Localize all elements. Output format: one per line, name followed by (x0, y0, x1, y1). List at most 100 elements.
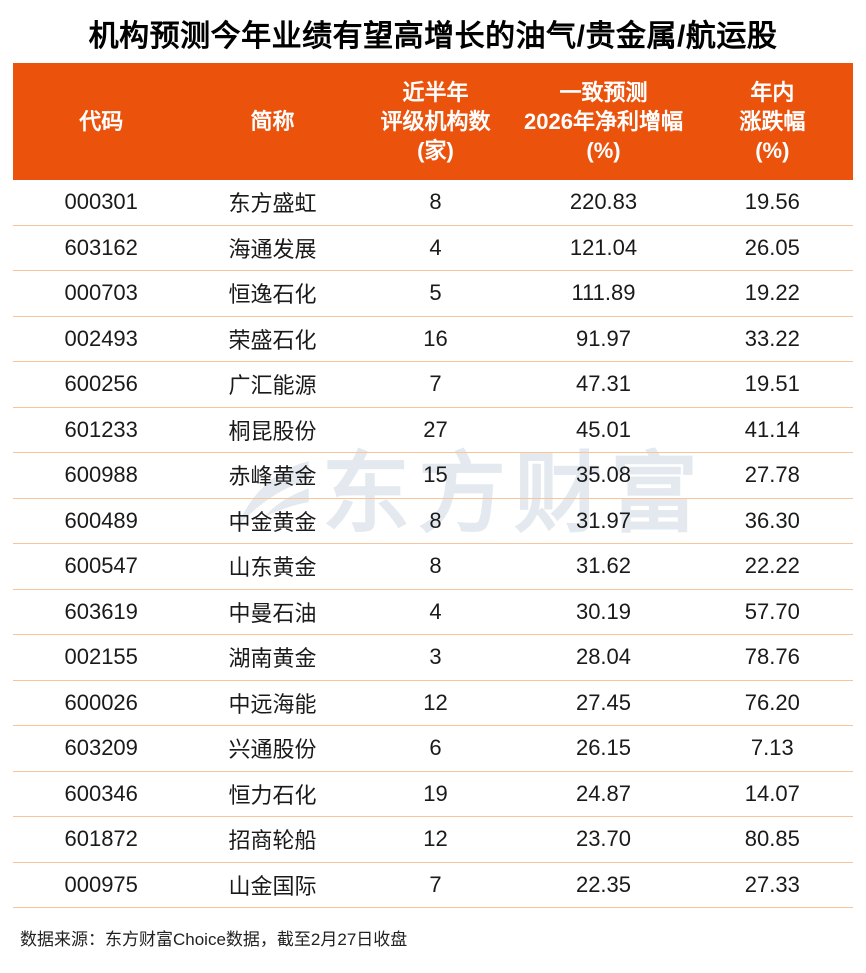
cell-growth: 121.04 (569, 234, 638, 260)
cell-growth: 26.15 (575, 735, 632, 761)
column-header-institutions: 近半年 评级机构数 (家) (380, 80, 491, 163)
cell-name: 赤峰黄金 (228, 464, 317, 490)
cell-code: 000975 (64, 871, 138, 897)
cell-growth: 22.35 (575, 871, 632, 897)
cell-code: 603619 (64, 598, 138, 624)
table-row: 603209 兴通股份 6 26.15 7.13 (13, 726, 853, 772)
cell-growth: 24.87 (575, 780, 632, 806)
table-row: 603162 海通发展 4 121.04 26.05 (13, 226, 853, 271)
cell-ytd-change: 36.30 (744, 507, 800, 533)
cell-ytd-change: 22.22 (744, 553, 800, 579)
column-header-code: 代码 (79, 109, 124, 134)
table-row: 600026 中远海能 12 27.45 76.20 (13, 681, 853, 726)
cell-ytd-change: 14.07 (744, 780, 800, 806)
cell-code: 601233 (64, 416, 138, 442)
cell-ytd-change: 33.22 (744, 325, 800, 351)
cell-institutions: 8 (429, 189, 442, 215)
table-row: 600256 广汇能源 7 47.31 19.51 (13, 362, 853, 408)
cell-name: 招商轮船 (228, 828, 317, 854)
column-header-name: 简称 (250, 109, 295, 134)
cell-code: 000301 (64, 189, 138, 215)
cell-code: 600489 (64, 507, 138, 533)
cell-institutions: 12 (423, 826, 448, 852)
cell-institutions: 7 (429, 371, 442, 397)
table-row: 603619 中曼石油 4 30.19 57.70 (13, 590, 853, 635)
cell-growth: 27.45 (575, 689, 632, 715)
cell-institutions: 27 (423, 416, 448, 442)
cell-name: 兴通股份 (228, 737, 317, 763)
cell-growth: 31.62 (575, 553, 632, 579)
cell-code: 600256 (64, 371, 138, 397)
cell-code: 002493 (64, 325, 138, 351)
cell-ytd-change: 80.85 (744, 826, 800, 852)
table-row: 600489 中金黄金 8 31.97 36.30 (13, 499, 853, 544)
cell-growth: 220.83 (569, 189, 638, 215)
cell-ytd-change: 27.33 (744, 871, 800, 897)
cell-institutions: 15 (423, 462, 448, 488)
cell-growth: 45.01 (575, 416, 632, 442)
cell-name: 东方盛虹 (228, 191, 317, 217)
cell-growth: 91.97 (575, 325, 632, 351)
cell-ytd-change: 7.13 (750, 735, 794, 761)
cell-name: 海通发展 (228, 236, 317, 262)
table-row: 600988 赤峰黄金 15 35.08 27.78 (13, 453, 853, 499)
cell-ytd-change: 41.14 (744, 416, 800, 442)
cell-name: 中金黄金 (228, 509, 317, 535)
cell-name: 湖南黄金 (228, 646, 317, 672)
cell-code: 002155 (64, 644, 138, 670)
column-header-growth: 一致预测 2026年净利增幅 (%) (524, 80, 683, 163)
table-row: 002155 湖南黄金 3 28.04 78.76 (13, 635, 853, 681)
cell-name: 山金国际 (228, 873, 317, 899)
cell-institutions: 12 (423, 689, 448, 715)
cell-name: 桐昆股份 (228, 418, 317, 444)
eastmoney-swoosh-icon (232, 458, 312, 530)
watermark-text: 东方财富 (322, 444, 707, 543)
cell-code: 601872 (64, 826, 138, 852)
table-row: 601233 桐昆股份 27 45.01 41.14 (13, 408, 853, 453)
cell-ytd-change: 78.76 (744, 644, 800, 670)
cell-name: 广汇能源 (228, 373, 317, 399)
cell-code: 603162 (64, 234, 138, 260)
cell-institutions: 16 (423, 325, 448, 351)
data-source-note: 数据来源：东方财富Choice数据，截至2月27日收盘 (20, 930, 408, 949)
cell-name: 恒逸石化 (228, 282, 317, 308)
stock-table: 代码 简称 近半年 评级机构数 (家) 一致预测 2026年净利增幅 (%) 年… (13, 63, 853, 908)
cell-ytd-change: 19.51 (744, 371, 800, 397)
cell-name: 恒力石化 (228, 782, 317, 808)
table-row: 000301 东方盛虹 8 220.83 19.56 (13, 180, 853, 226)
cell-name: 中曼石油 (228, 600, 317, 626)
cell-growth: 30.19 (575, 598, 632, 624)
cell-ytd-change: 19.22 (744, 280, 800, 306)
cell-ytd-change: 27.78 (744, 462, 800, 488)
cell-institutions: 7 (429, 871, 442, 897)
cell-growth: 35.08 (575, 462, 632, 488)
table-row: 600547 山东黄金 8 31.62 22.22 (13, 544, 853, 590)
table-header-row: 代码 简称 近半年 评级机构数 (家) 一致预测 2026年净利增幅 (%) 年… (13, 63, 853, 180)
cell-institutions: 8 (429, 507, 442, 533)
cell-growth: 111.89 (571, 280, 636, 306)
cell-name: 山东黄金 (228, 555, 317, 581)
cell-name: 荣盛石化 (228, 327, 317, 353)
cell-growth: 31.97 (575, 507, 632, 533)
watermark: 东方财富 (232, 450, 706, 538)
cell-institutions: 5 (429, 280, 442, 306)
cell-institutions: 3 (429, 644, 442, 670)
cell-ytd-change: 76.20 (744, 689, 800, 715)
cell-ytd-change: 19.56 (744, 189, 800, 215)
cell-code: 600988 (64, 462, 138, 488)
cell-growth: 28.04 (575, 644, 632, 670)
table-row: 000975 山金国际 7 22.35 27.33 (13, 863, 853, 908)
cell-code: 603209 (64, 735, 138, 761)
table-row: 000703 恒逸石化 5 111.89 19.22 (13, 271, 853, 317)
cell-code: 600346 (64, 780, 138, 806)
cell-growth: 23.70 (575, 826, 632, 852)
column-header-ytd-change: 年内 涨跌幅 (%) (739, 80, 806, 163)
cell-institutions: 8 (429, 553, 442, 579)
cell-code: 600026 (64, 689, 138, 715)
cell-institutions: 4 (429, 234, 442, 260)
cell-code: 000703 (64, 280, 138, 306)
table-row: 002493 荣盛石化 16 91.97 33.22 (13, 317, 853, 362)
table-row: 600346 恒力石化 19 24.87 14.07 (13, 772, 853, 817)
cell-code: 600547 (64, 553, 138, 579)
cell-name: 中远海能 (228, 691, 317, 717)
